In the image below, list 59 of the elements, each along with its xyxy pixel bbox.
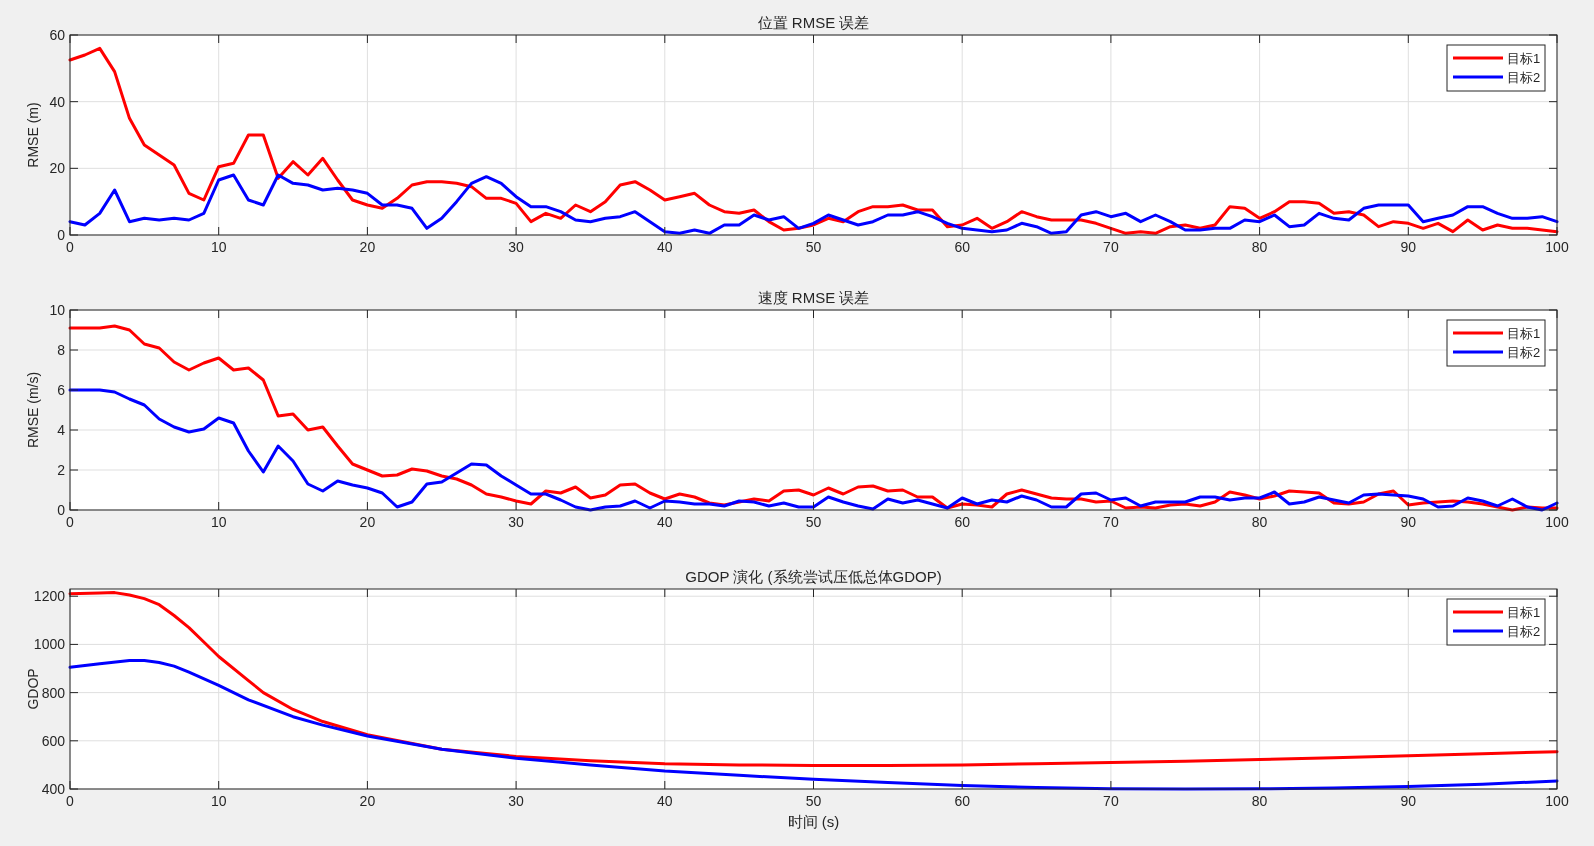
y-tick-label: 1000 [33,636,66,653]
x-tick-label: 90 [1400,514,1417,530]
legend-label: 目标1 [1507,605,1541,620]
legend-label: 目标1 [1507,326,1541,341]
legend-label: 目标1 [1507,51,1541,66]
x-tick-label: 10 [210,514,227,530]
x-tick-label: 40 [657,239,673,255]
x-tick-label: 80 [1251,793,1268,809]
y-tick-label: 4 [57,422,66,438]
y-tick-label: 0 [57,502,66,518]
y-tick-label: 40 [49,93,66,110]
line-series [68,591,1559,767]
x-tick-label: 20 [359,793,376,809]
x-tick-label: 50 [805,793,822,809]
y-axis-title: RMSE (m) [25,102,41,168]
x-tick-label: 30 [508,514,525,530]
y-tick-label: 400 [41,781,66,797]
y-tick-label: 20 [49,160,66,177]
x-tick-label: 70 [1103,514,1119,530]
x-tick-label: 50 [805,239,822,255]
y-tick-label: 6 [57,382,66,398]
x-tick-label: 10 [210,793,227,809]
x-tick-label: 70 [1103,239,1119,255]
x-tick-label: 50 [805,514,822,530]
x-tick-label: 20 [359,239,376,255]
x-tick-label: 60 [954,239,971,255]
x-tick-label: 100 [1545,514,1569,530]
x-tick-label: 60 [954,514,971,530]
x-axis-title: 时间 (s) [787,813,840,830]
y-tick-label: 60 [49,27,66,43]
legend-label: 目标2 [1507,70,1541,85]
x-tick-label: 40 [657,514,673,530]
y-tick-label: 10 [49,302,66,318]
y-axis-title: GDOP [25,668,41,710]
x-tick-label: 10 [210,239,227,255]
chart-title: 速度 RMSE 误差 [757,289,870,306]
x-tick-label: 60 [954,793,971,809]
x-tick-label: 100 [1545,239,1569,255]
x-tick-label: 90 [1400,793,1417,809]
x-tick-label: 20 [359,514,376,530]
y-axis-title: RMSE (m/s) [25,371,41,449]
y-tick-label: 1200 [33,588,66,605]
x-tick-label: 70 [1103,793,1119,809]
y-tick-label: 800 [41,684,66,701]
y-tick-label: 600 [41,732,66,749]
chart-title: GDOP 演化 (系统尝试压低总体GDOP) [685,568,942,585]
x-tick-label: 90 [1400,239,1417,255]
legend-label: 目标2 [1507,345,1541,360]
x-tick-label: 30 [508,239,525,255]
x-tick-label: 80 [1251,239,1268,255]
x-tick-label: 30 [508,793,525,809]
y-tick-label: 0 [57,227,66,243]
chart-title: 位置 RMSE 误差 [757,14,870,31]
x-tick-label: 100 [1545,793,1569,809]
x-tick-label: 40 [657,793,673,809]
y-tick-label: 2 [57,462,66,478]
y-tick-label: 8 [57,342,66,358]
x-tick-label: 80 [1251,514,1268,530]
legend-label: 目标2 [1507,624,1541,639]
